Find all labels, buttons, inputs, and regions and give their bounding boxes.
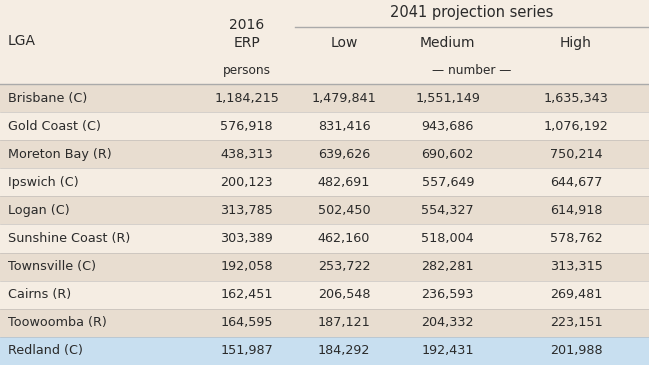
Text: — number —: — number — bbox=[432, 64, 512, 77]
Text: 690,602: 690,602 bbox=[422, 148, 474, 161]
Text: 253,722: 253,722 bbox=[318, 260, 370, 273]
Bar bbox=[0, 309, 649, 337]
Bar bbox=[0, 57, 649, 84]
Text: 204,332: 204,332 bbox=[422, 316, 474, 329]
Text: 223,151: 223,151 bbox=[550, 316, 602, 329]
Bar bbox=[0, 281, 649, 309]
Text: 1,184,215: 1,184,215 bbox=[214, 92, 279, 104]
Text: 282,281: 282,281 bbox=[422, 260, 474, 273]
Text: 313,315: 313,315 bbox=[550, 260, 602, 273]
Text: 1,479,841: 1,479,841 bbox=[312, 92, 376, 104]
Text: 518,004: 518,004 bbox=[421, 232, 474, 245]
Text: Townsville (C): Townsville (C) bbox=[8, 260, 96, 273]
Bar bbox=[0, 337, 649, 365]
Text: Brisbane (C): Brisbane (C) bbox=[8, 92, 87, 104]
Text: 151,987: 151,987 bbox=[220, 345, 273, 357]
Text: 2016
ERP: 2016 ERP bbox=[229, 18, 264, 50]
Text: High: High bbox=[560, 36, 592, 50]
Text: 750,214: 750,214 bbox=[550, 148, 602, 161]
Text: 162,451: 162,451 bbox=[221, 288, 273, 301]
Text: 192,431: 192,431 bbox=[422, 345, 474, 357]
Text: 192,058: 192,058 bbox=[220, 260, 273, 273]
Text: 578,762: 578,762 bbox=[550, 232, 602, 245]
Text: 831,416: 831,416 bbox=[317, 120, 371, 132]
Bar bbox=[0, 112, 649, 140]
Text: 644,677: 644,677 bbox=[550, 176, 602, 189]
Text: Cairns (R): Cairns (R) bbox=[8, 288, 71, 301]
Text: 576,918: 576,918 bbox=[220, 120, 273, 132]
Text: 554,327: 554,327 bbox=[421, 204, 474, 217]
Bar bbox=[0, 196, 649, 224]
Text: Medium: Medium bbox=[420, 36, 476, 50]
Text: 482,691: 482,691 bbox=[318, 176, 370, 189]
Text: Redland (C): Redland (C) bbox=[8, 345, 82, 357]
Text: Moreton Bay (R): Moreton Bay (R) bbox=[8, 148, 112, 161]
Text: 303,389: 303,389 bbox=[220, 232, 273, 245]
Text: Gold Coast (C): Gold Coast (C) bbox=[8, 120, 101, 132]
Text: persons: persons bbox=[223, 64, 271, 77]
Text: 1,551,149: 1,551,149 bbox=[415, 92, 480, 104]
Text: LGA: LGA bbox=[8, 34, 36, 48]
Text: 313,785: 313,785 bbox=[220, 204, 273, 217]
Text: Ipswich (C): Ipswich (C) bbox=[8, 176, 79, 189]
Text: 187,121: 187,121 bbox=[317, 316, 371, 329]
Text: 201,988: 201,988 bbox=[550, 345, 602, 357]
Text: 943,686: 943,686 bbox=[422, 120, 474, 132]
Text: 502,450: 502,450 bbox=[317, 204, 371, 217]
Text: 269,481: 269,481 bbox=[550, 288, 602, 301]
Text: Toowoomba (R): Toowoomba (R) bbox=[8, 316, 106, 329]
Text: 236,593: 236,593 bbox=[422, 288, 474, 301]
Text: 184,292: 184,292 bbox=[318, 345, 370, 357]
Text: Low: Low bbox=[330, 36, 358, 50]
Text: 639,626: 639,626 bbox=[318, 148, 370, 161]
Bar bbox=[0, 84, 649, 112]
Bar bbox=[0, 253, 649, 281]
Text: 557,649: 557,649 bbox=[422, 176, 474, 189]
Bar bbox=[0, 224, 649, 253]
Text: Logan (C): Logan (C) bbox=[8, 204, 69, 217]
Text: 614,918: 614,918 bbox=[550, 204, 602, 217]
Text: Sunshine Coast (R): Sunshine Coast (R) bbox=[8, 232, 130, 245]
Bar bbox=[0, 168, 649, 196]
Text: 438,313: 438,313 bbox=[220, 148, 273, 161]
Text: 206,548: 206,548 bbox=[318, 288, 370, 301]
Bar bbox=[0, 0, 649, 57]
Text: 200,123: 200,123 bbox=[220, 176, 273, 189]
Text: 2041 projection series: 2041 projection series bbox=[391, 5, 554, 20]
Text: 462,160: 462,160 bbox=[318, 232, 370, 245]
Text: 1,635,343: 1,635,343 bbox=[544, 92, 608, 104]
Bar bbox=[0, 140, 649, 168]
Text: 1,076,192: 1,076,192 bbox=[544, 120, 608, 132]
Text: 164,595: 164,595 bbox=[221, 316, 273, 329]
